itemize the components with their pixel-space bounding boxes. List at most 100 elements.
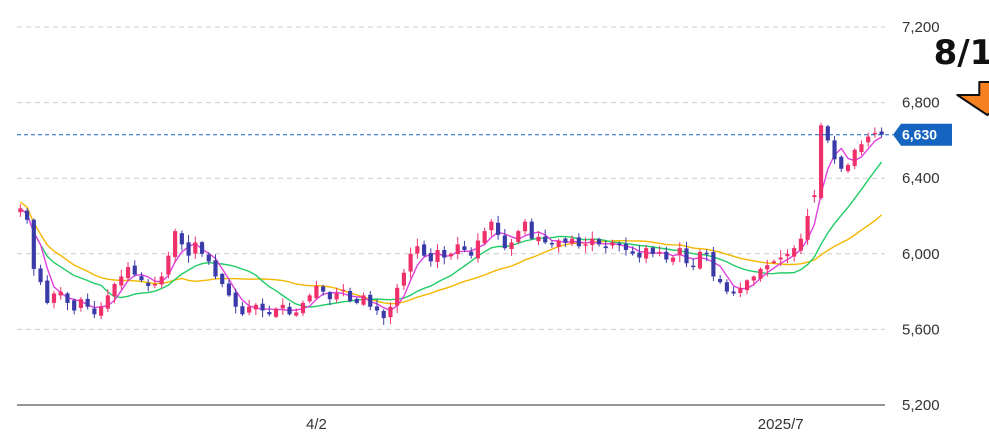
candle — [792, 245, 797, 262]
candle-body — [872, 132, 877, 135]
candle — [38, 264, 43, 285]
candle-body — [267, 312, 272, 315]
candle-body — [401, 272, 406, 286]
candle-body — [247, 306, 252, 313]
candle — [496, 215, 501, 240]
candle — [825, 124, 830, 144]
candle — [139, 272, 144, 282]
candle — [78, 296, 84, 312]
candle — [253, 302, 258, 316]
candle — [85, 293, 90, 310]
candle-body — [684, 248, 689, 264]
candle — [132, 260, 137, 277]
candle-body — [644, 248, 649, 259]
candle — [475, 233, 481, 263]
candle — [361, 292, 366, 306]
candle — [287, 302, 292, 316]
candle — [818, 122, 824, 200]
candle-body — [119, 276, 124, 286]
candle-body — [623, 243, 629, 251]
candle-body — [334, 293, 339, 300]
candle — [677, 242, 682, 263]
candle — [650, 245, 655, 258]
candle — [152, 276, 158, 289]
candle-body — [51, 293, 57, 303]
candle-body — [58, 291, 63, 296]
candle — [839, 155, 844, 173]
candle — [193, 236, 198, 259]
candle — [125, 262, 131, 282]
candle — [435, 244, 440, 269]
candle — [691, 258, 696, 271]
candle-body — [718, 279, 723, 283]
candle-body — [852, 149, 857, 166]
candle — [220, 272, 225, 288]
candle-body — [18, 208, 23, 213]
candle-body — [704, 252, 709, 255]
candle-body — [657, 251, 662, 254]
candle — [785, 249, 790, 264]
candle-body — [630, 251, 635, 254]
candle-body — [650, 247, 655, 254]
candle — [213, 254, 218, 280]
candle — [455, 236, 460, 260]
candle-body — [563, 238, 568, 243]
candle — [51, 290, 57, 309]
candle — [408, 247, 413, 279]
candle-body — [199, 242, 205, 254]
candle — [859, 140, 864, 156]
candle-body — [220, 273, 225, 285]
candle-body — [132, 265, 137, 275]
candle-body — [347, 291, 353, 302]
candle-body — [307, 295, 312, 302]
candle — [354, 297, 359, 305]
candle — [718, 275, 723, 285]
candle-body — [233, 292, 238, 307]
candle-body — [724, 282, 729, 292]
candle-body — [45, 280, 50, 303]
candle-body — [556, 240, 561, 248]
candle — [852, 148, 857, 170]
candle — [751, 275, 756, 286]
candle — [179, 230, 184, 251]
down-arrow-icon — [956, 81, 989, 116]
candle — [321, 284, 326, 296]
candle — [509, 238, 514, 256]
candle-body — [428, 253, 433, 262]
candle-body — [354, 298, 359, 303]
candle-body — [179, 233, 184, 245]
candle-body — [435, 250, 440, 262]
candle-body — [99, 306, 104, 316]
candle-body — [273, 308, 279, 317]
candle — [233, 288, 238, 314]
candle-body — [839, 156, 844, 169]
candle — [415, 238, 420, 259]
candle — [657, 246, 662, 257]
candle-body — [825, 126, 830, 141]
candle — [99, 302, 104, 319]
candle-body — [502, 235, 507, 249]
candle-body — [603, 246, 608, 249]
candle-body — [415, 246, 420, 254]
candle — [879, 127, 884, 138]
candle — [744, 279, 750, 295]
candle — [280, 298, 285, 315]
candle-body — [85, 298, 90, 307]
candle — [522, 219, 528, 235]
axes: 5,200 5,600 6,000 6,400 6,800 7,200 4/2 2025/7 — [17, 19, 940, 433]
candle — [765, 259, 770, 277]
candle-body — [240, 306, 245, 315]
candle-body — [226, 283, 232, 296]
candle-body — [549, 242, 555, 245]
candle — [92, 301, 97, 319]
last-price-tag — [893, 123, 952, 146]
candle — [260, 298, 265, 318]
candle-body — [744, 280, 750, 291]
candle-body — [751, 276, 756, 281]
candlesticks — [18, 122, 884, 325]
candle — [428, 248, 433, 267]
candle — [226, 279, 232, 297]
candle — [25, 208, 30, 224]
candle-body — [731, 291, 736, 294]
candle — [267, 305, 272, 317]
